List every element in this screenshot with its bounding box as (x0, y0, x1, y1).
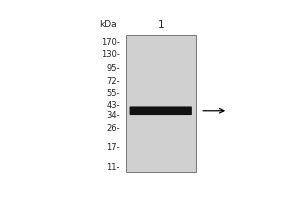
FancyBboxPatch shape (130, 106, 192, 115)
Text: kDa: kDa (99, 20, 117, 29)
Text: 1: 1 (158, 20, 164, 30)
Text: 95-: 95- (106, 64, 120, 73)
Text: 17-: 17- (106, 143, 120, 152)
Text: 170-: 170- (101, 38, 120, 47)
Bar (126, 35, 196, 172)
Text: 43-: 43- (106, 101, 120, 110)
Text: 26-: 26- (106, 124, 120, 133)
Text: 34-: 34- (106, 111, 120, 120)
Text: 55-: 55- (106, 89, 120, 98)
Text: 130-: 130- (101, 50, 120, 59)
Text: 11-: 11- (106, 163, 120, 172)
Text: 72-: 72- (106, 77, 120, 86)
